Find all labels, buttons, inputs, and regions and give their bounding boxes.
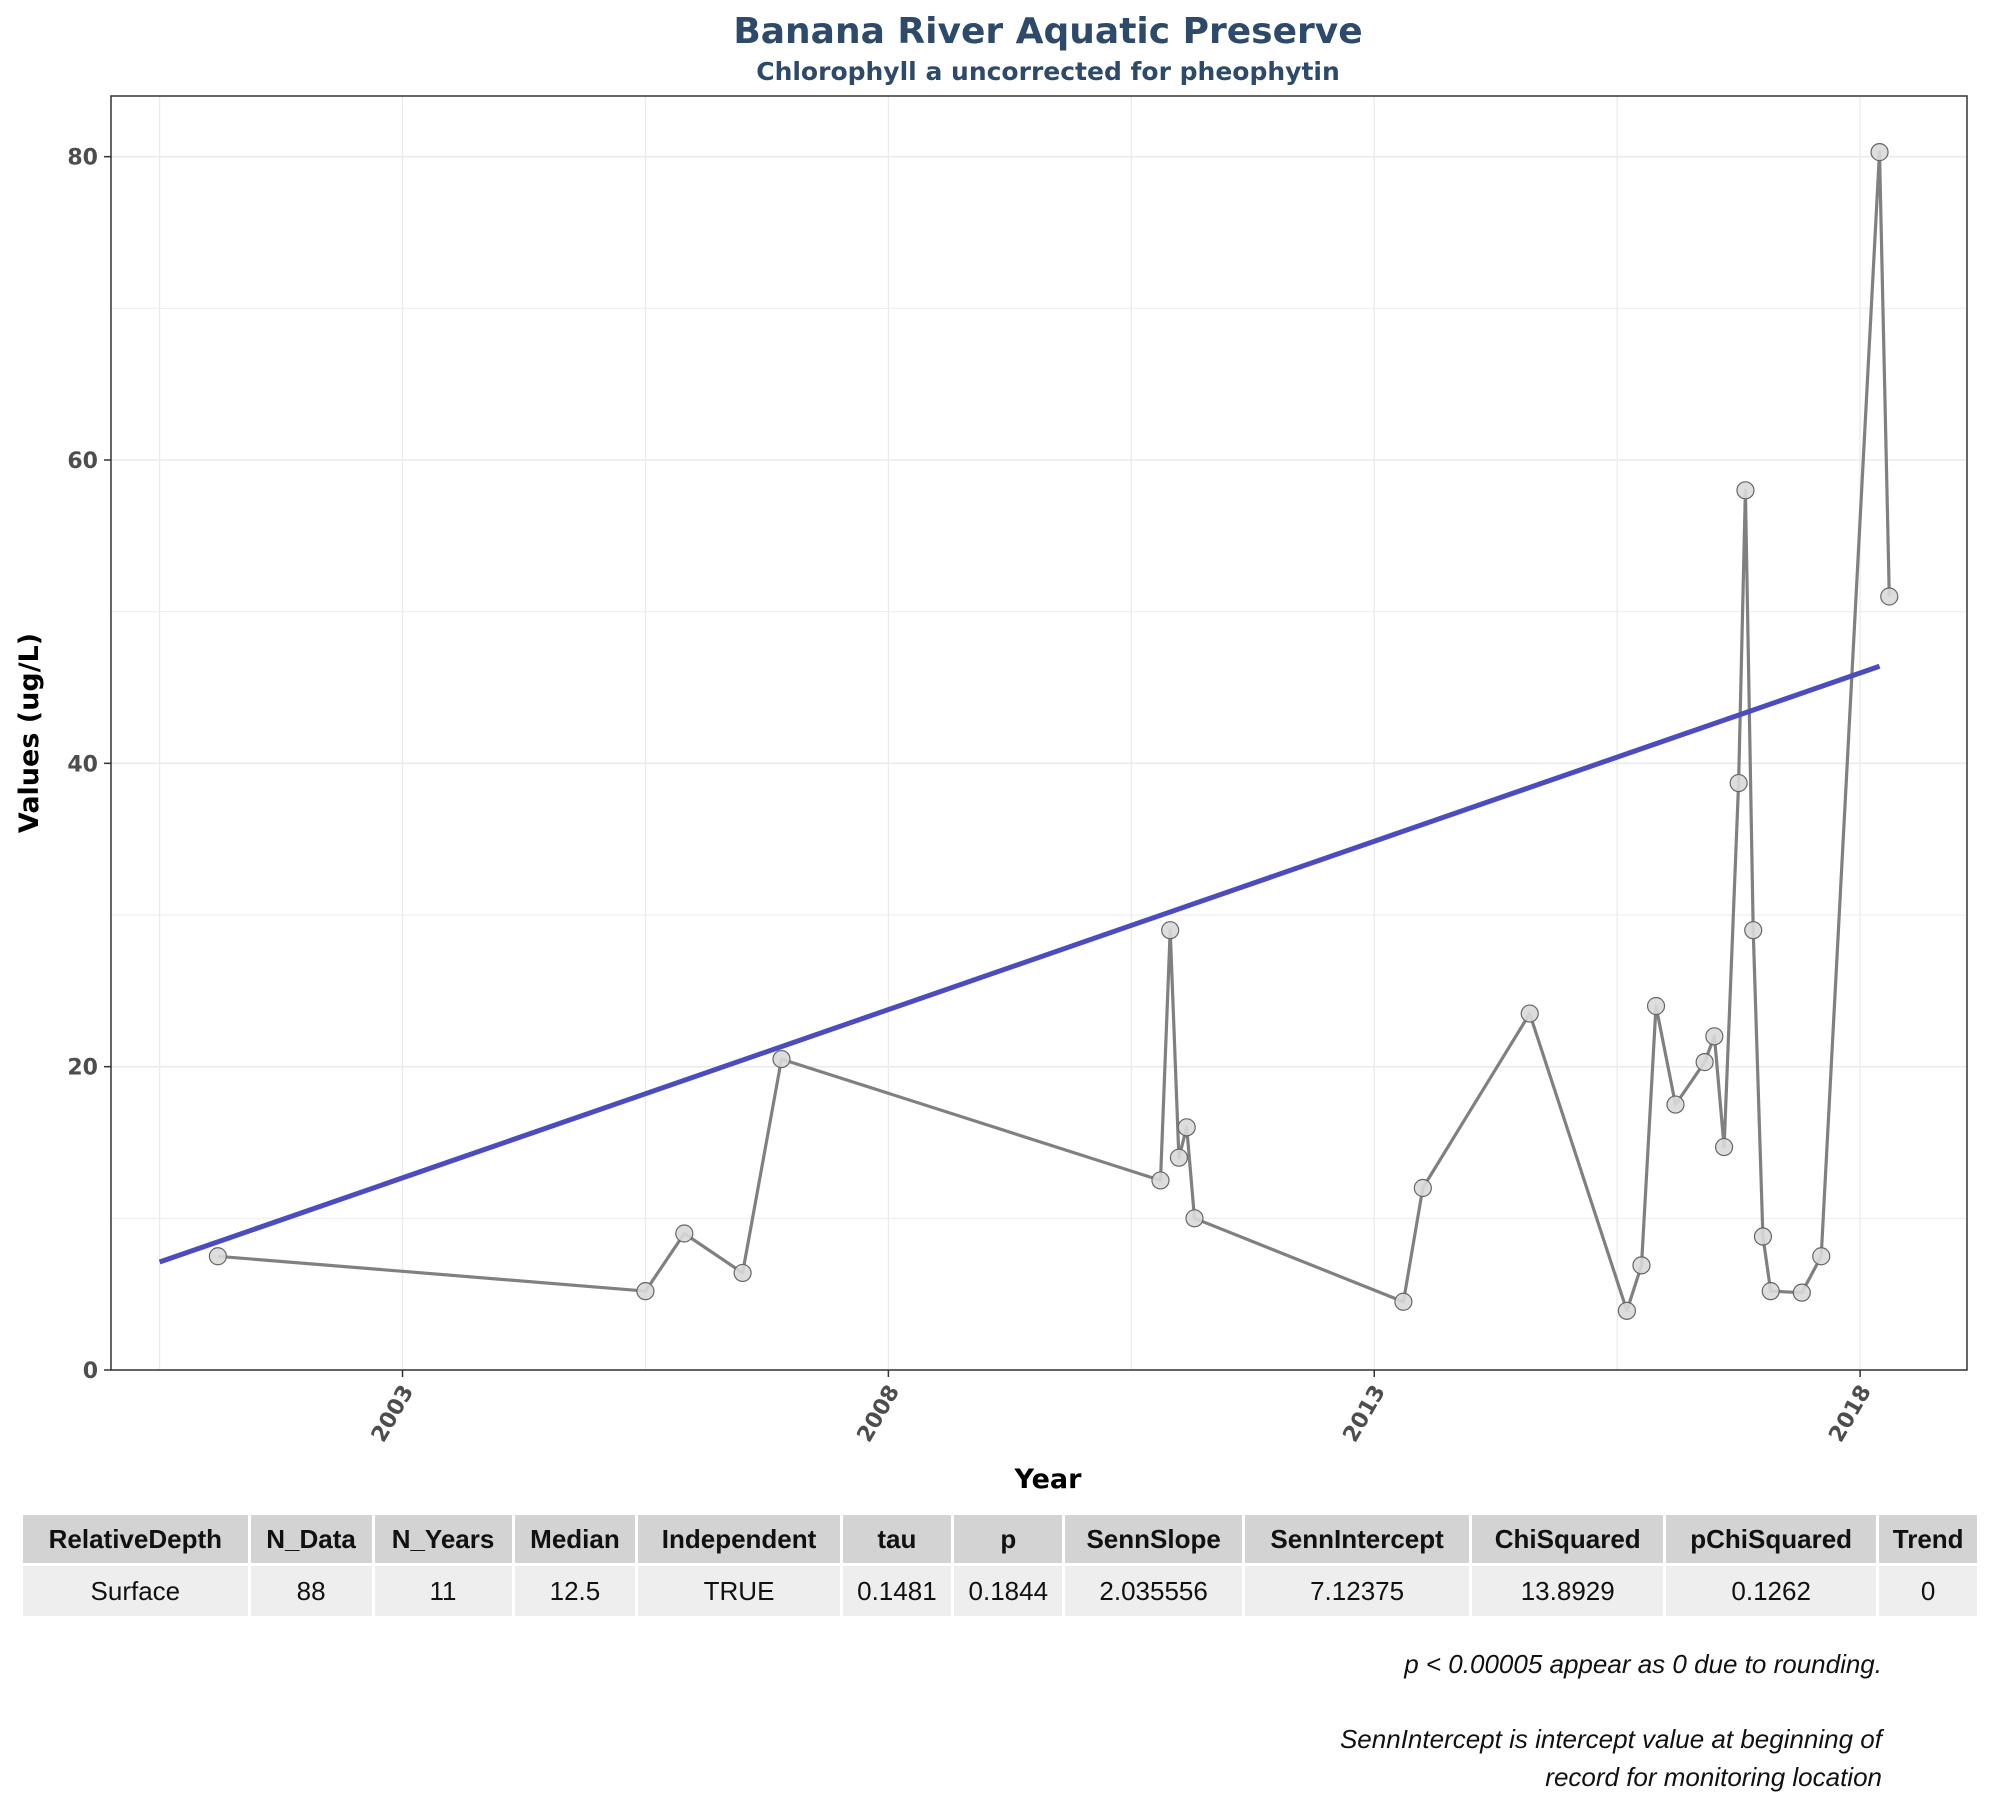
- table-header-cell: Independent: [638, 1515, 840, 1563]
- data-point: [1151, 1171, 1170, 1190]
- table-cell: 7.12375: [1244, 1563, 1470, 1616]
- table-header-cell: tau: [842, 1515, 952, 1563]
- table-cell: 11: [374, 1563, 512, 1616]
- table-header-cell: p: [954, 1515, 1063, 1563]
- y-tick-label: 80: [67, 146, 98, 171]
- chart-subtitle: Chlorophyll a uncorrected for pheophytin: [756, 57, 1340, 86]
- data-series: [158, 143, 1899, 1320]
- table-header-cell: N_Years: [374, 1515, 512, 1563]
- table-cell: 13.8929: [1472, 1563, 1664, 1616]
- data-point: [1666, 1095, 1685, 1114]
- table-cell: 2.035556: [1065, 1563, 1242, 1616]
- rounding-note: p < 0.00005 appear as 0 due to rounding.: [1404, 1645, 1882, 1683]
- x-tick-label: 2008: [853, 1381, 905, 1447]
- data-point: [1714, 1137, 1734, 1157]
- table-cell: Surface: [23, 1563, 248, 1616]
- data-point: [675, 1224, 694, 1243]
- data-point: [1161, 921, 1180, 940]
- data-point: [1169, 1148, 1189, 1167]
- table-body: Surface 88 11 12.5 TRUE 0.1481 0.1844 2.035556 7…: [23, 1563, 1977, 1616]
- table-cell: 88: [250, 1563, 372, 1616]
- table-header-cell: SennIntercept: [1244, 1515, 1470, 1563]
- data-point: [772, 1049, 791, 1069]
- table-cell: 12.5: [514, 1563, 636, 1616]
- table-cell: 0.1844: [954, 1563, 1063, 1616]
- trend-line: [158, 663, 1881, 1265]
- data-point: [1394, 1292, 1413, 1311]
- chart-title: Banana River Aquatic Preserve: [733, 11, 1362, 52]
- data-point: [1520, 1004, 1539, 1023]
- data-point: [1812, 1247, 1831, 1266]
- data-point: [1792, 1283, 1811, 1302]
- x-tick-label: 2003: [367, 1381, 419, 1447]
- chart: Banana River Aquatic Preserve Chlorophyl…: [14, 11, 1968, 1495]
- table-header-cell: SennSlope: [1065, 1515, 1242, 1563]
- table-header-cell: RelativeDepth: [23, 1515, 248, 1563]
- data-point: [1705, 1027, 1724, 1046]
- table-cell: 0.1481: [842, 1563, 952, 1616]
- observed-line: [217, 150, 1891, 1313]
- table-row: Surface 88 11 12.5 TRUE 0.1481 0.1844 2.035556 7…: [23, 1563, 1977, 1616]
- y-axis-title: Values (ug/L): [14, 633, 45, 833]
- y-tick-label: 20: [67, 1056, 98, 1081]
- data-point: [1880, 587, 1899, 606]
- data-point: [1646, 996, 1666, 1016]
- y-tick-label: 0: [83, 1359, 98, 1384]
- intercept-note-line-2: record for monitoring location: [1545, 1762, 1882, 1792]
- data-point: [1185, 1209, 1204, 1228]
- data-point: [1870, 143, 1889, 162]
- grid: [111, 96, 1967, 1371]
- table-cell: 0.1262: [1666, 1563, 1877, 1616]
- table-header-cell: pChiSquared: [1666, 1515, 1877, 1563]
- data-point: [208, 1247, 227, 1266]
- x-tick-label: 2013: [1339, 1381, 1391, 1447]
- table-header-cell: Trend: [1879, 1515, 1977, 1563]
- data-point: [733, 1263, 752, 1283]
- table-cell: 0: [1879, 1563, 1977, 1616]
- data-point: [1413, 1178, 1432, 1198]
- table-header-cell: ChiSquared: [1472, 1515, 1664, 1563]
- data-point: [1761, 1282, 1780, 1301]
- data-point: [1177, 1118, 1196, 1137]
- data-point: [1632, 1256, 1651, 1275]
- stats-table: RelativeDepth N_Data N_Years Median Independ…: [20, 1515, 1980, 1616]
- table-header-row: RelativeDepth N_Data N_Years Median Independ…: [23, 1515, 1977, 1563]
- data-point: [1744, 921, 1763, 940]
- table-cell: TRUE: [638, 1563, 840, 1616]
- data-point: [1729, 773, 1748, 793]
- plot-area: [110, 95, 1968, 1371]
- y-tick-label: 60: [67, 449, 98, 474]
- data-point: [1736, 481, 1755, 500]
- data-point: [1617, 1301, 1636, 1320]
- table-header-cell: Median: [514, 1515, 636, 1563]
- rounding-note-text: p < 0.00005 appear as 0 due to rounding.: [1404, 1649, 1882, 1679]
- intercept-note: SennIntercept is intercept value at begi…: [1340, 1720, 1882, 1796]
- axis-ticks: 0 20 40 60 80 2003 2008 2013 2018: [67, 146, 1876, 1447]
- x-tick-label: 2018: [1824, 1381, 1876, 1447]
- y-tick-label: 40: [67, 752, 98, 777]
- data-point: [636, 1282, 655, 1301]
- data-point: [1695, 1053, 1714, 1072]
- intercept-note-line-1: SennIntercept is intercept value at begi…: [1339, 1724, 1882, 1754]
- table-header-cell: N_Data: [250, 1515, 372, 1563]
- x-axis-title: Year: [1014, 1464, 1083, 1495]
- data-point: [1753, 1227, 1773, 1246]
